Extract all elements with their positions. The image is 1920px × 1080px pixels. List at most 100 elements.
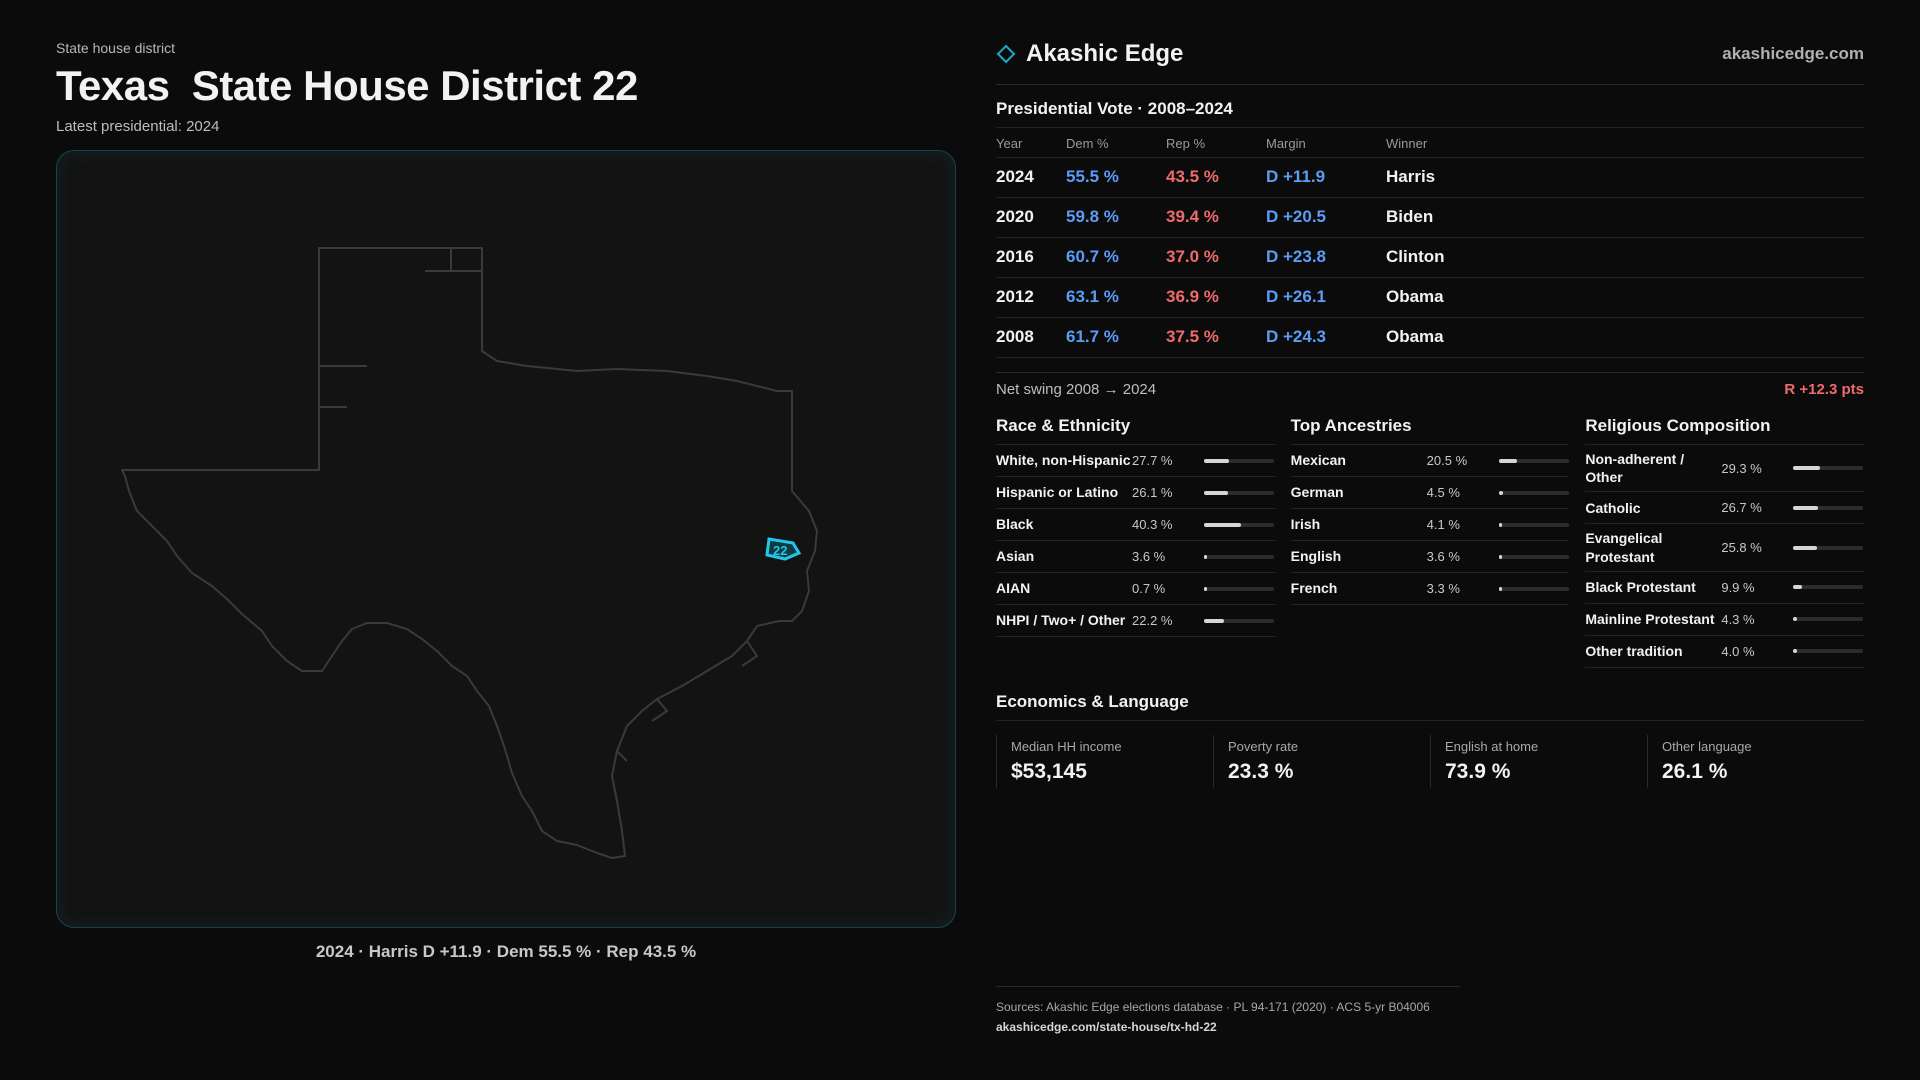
- demographics-value: 4.5 %: [1426, 485, 1460, 500]
- demographics-label: French: [1290, 580, 1338, 597]
- economics-stat: Other language 26.1 %: [1647, 734, 1864, 788]
- demographics-row: Asian 3.6 %: [996, 541, 1275, 573]
- demographics-bar-fill: [1793, 617, 1798, 622]
- vote-dem: 61.7 %: [1066, 317, 1166, 358]
- demographics-title: Race & Ethnicity: [996, 416, 1275, 445]
- demographics-bar-fill: [1204, 458, 1230, 463]
- demographics-bar-fill: [1793, 585, 1803, 590]
- demographics-bar: [1793, 545, 1864, 550]
- economics-grid: Median HH income $53,145 Poverty rate 23.3 …: [996, 734, 1864, 788]
- demographics-bar: [1204, 490, 1274, 495]
- vote-margin: D +24.3: [1266, 317, 1386, 358]
- demographics-bar-fill: [1498, 586, 1502, 591]
- sources-url[interactable]: akashicedge.com/state-house/tx-hd-22: [996, 1020, 1217, 1035]
- vote-year: 2024: [996, 157, 1066, 198]
- demographics-column: Race & Ethnicity White, non-Hispanic 27.7 …: [996, 416, 1275, 668]
- col-winner: Winner: [1386, 128, 1864, 158]
- district-label: 22: [773, 543, 787, 558]
- demographics-value: 3.6 %: [1426, 549, 1460, 564]
- economics-stat: English at home 73.9 %: [1430, 734, 1647, 788]
- demographics-bar: [1204, 554, 1274, 559]
- demographics-label: English: [1290, 548, 1342, 565]
- demographics-label: Irish: [1290, 516, 1321, 533]
- demographics-row: German 4.5 %: [1290, 477, 1570, 509]
- vote-row: 2016 60.7 % 37.0 % D +23.8 Clinton: [996, 237, 1864, 278]
- vote-winner: Biden: [1386, 197, 1864, 238]
- header: State house district Texas State House D…: [56, 40, 956, 135]
- demographics-bar: [1204, 618, 1274, 623]
- demographics-bar: [1204, 458, 1274, 463]
- presidential-vote-table: Year Dem % Rep % Margin Winner 2024 55.5 …: [996, 128, 1864, 358]
- demographics-bar: [1793, 505, 1864, 510]
- demographics-label: Mainline Protestant: [1585, 611, 1715, 628]
- brand-url[interactable]: akashicedge.com: [1722, 44, 1864, 63]
- demographics-bar-fill: [1498, 554, 1502, 559]
- demographics-bar-fill: [1204, 490, 1228, 495]
- demographics-bar-fill: [1204, 522, 1241, 527]
- vote-margin: D +20.5: [1266, 197, 1386, 238]
- economics-label: Median HH income: [1011, 738, 1122, 754]
- demographics-bar: [1793, 466, 1864, 471]
- demographics-row: Mexican 20.5 %: [1290, 445, 1570, 477]
- vote-rep: 43.5 %: [1166, 157, 1266, 198]
- demographics-row: Other tradition 4.0 %: [1585, 636, 1865, 668]
- vote-margin: D +11.9: [1266, 157, 1386, 198]
- demographics-grid: Race & Ethnicity White, non-Hispanic 27.7 …: [996, 416, 1865, 668]
- brand-name: Akashic Edge: [1026, 40, 1184, 67]
- demographics-label: Hispanic or Latino: [996, 484, 1119, 501]
- demographics-value: 20.5 %: [1426, 453, 1468, 468]
- vote-winner: Clinton: [1386, 237, 1864, 278]
- demographics-label: White, non-Hispanic: [996, 452, 1131, 469]
- demographics-bar: [1498, 554, 1569, 559]
- vote-winner: Harris: [1386, 157, 1864, 198]
- map-panel[interactable]: 22: [56, 150, 956, 928]
- demographics-column: Religious Composition Non-adherent / Othe…: [1585, 416, 1865, 668]
- col-year: Year: [996, 128, 1066, 158]
- demographics-value: 26.1 %: [1132, 485, 1173, 500]
- vote-row: 2020 59.8 % 39.4 % D +20.5 Biden: [996, 197, 1864, 238]
- demographics-bar-fill: [1793, 545, 1817, 550]
- vote-rep: 39.4 %: [1166, 197, 1266, 238]
- demographics-label: Other tradition: [1585, 643, 1683, 660]
- texas-map: 22: [121, 247, 818, 859]
- brand[interactable]: Akashic Edge: [996, 40, 1183, 68]
- demographics-bar-fill: [1793, 466, 1820, 471]
- demographics-label: German: [1290, 484, 1344, 501]
- demographics-value: 27.7 %: [1132, 453, 1173, 468]
- sources: Sources: Akashic Edge elections database…: [996, 986, 1460, 1038]
- demographics-bar-fill: [1498, 458, 1518, 463]
- economics-value: 23.3 %: [1228, 759, 1294, 783]
- vote-winner: Obama: [1386, 277, 1864, 318]
- vote-margin: D +23.8: [1266, 237, 1386, 278]
- demographics-bar-fill: [1204, 554, 1208, 559]
- economics-stat: Poverty rate 23.3 %: [1213, 734, 1430, 788]
- demographics-bar-fill: [1793, 649, 1797, 654]
- district-22-shape[interactable]: 22: [765, 537, 802, 561]
- vote-year: 2012: [996, 277, 1066, 318]
- demographics-value: 0.7 %: [1132, 581, 1166, 596]
- vote-row: 2008 61.7 % 37.5 % D +24.3 Obama: [996, 317, 1864, 358]
- demographics-row: NHPI / Two+ / Other 22.2 %: [996, 605, 1275, 637]
- demographics-value: 9.9 %: [1721, 579, 1755, 595]
- demographics-label: Non-adherent / Other: [1585, 451, 1685, 486]
- col-dem: Dem %: [1066, 128, 1166, 158]
- demographics-label: Asian: [996, 548, 1035, 565]
- demographics-value: 26.7 %: [1721, 500, 1762, 516]
- demographics-bar-fill: [1793, 505, 1818, 510]
- economics-value: 26.1 %: [1662, 759, 1728, 783]
- vote-dem: 60.7 %: [1066, 237, 1166, 278]
- demographics-row: Hispanic or Latino 26.1 %: [996, 477, 1275, 509]
- demographics-bar: [1498, 490, 1569, 495]
- vote-row: 2012 63.1 % 36.9 % D +26.1 Obama: [996, 277, 1864, 318]
- demographics-bar: [1793, 649, 1864, 654]
- demographics-row: White, non-Hispanic 27.7 %: [996, 445, 1275, 477]
- demographics-title: Top Ancestries: [1290, 416, 1570, 445]
- demographics-row: Black Protestant 9.9 %: [1585, 572, 1865, 604]
- vote-row: 2024 55.5 % 43.5 % D +11.9 Harris: [996, 157, 1864, 198]
- demographics-bar: [1204, 522, 1274, 527]
- vote-year: 2020: [996, 197, 1066, 238]
- demographics-value: 4.1 %: [1426, 517, 1460, 532]
- demographics-value: 3.3 %: [1426, 581, 1460, 596]
- economics-label: Poverty rate: [1228, 738, 1299, 754]
- demographics-value: 4.0 %: [1721, 643, 1755, 659]
